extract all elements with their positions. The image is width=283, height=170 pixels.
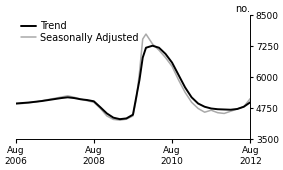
Trend	[53, 98, 56, 100]
Trend	[235, 108, 239, 110]
Line: Trend: Trend	[16, 46, 250, 119]
Trend	[131, 114, 135, 116]
Seasonally Adjusted	[138, 72, 141, 74]
Trend	[72, 97, 76, 99]
Seasonally Adjusted	[177, 79, 180, 81]
Trend	[40, 100, 43, 102]
Trend	[216, 108, 219, 110]
Seasonally Adjusted	[190, 101, 193, 103]
Seasonally Adjusted	[196, 107, 200, 109]
Seasonally Adjusted	[40, 100, 43, 102]
Trend	[92, 100, 96, 102]
Trend	[183, 86, 187, 88]
Seasonally Adjusted	[53, 97, 56, 99]
Trend	[144, 47, 148, 49]
Trend	[105, 112, 109, 114]
Trend	[86, 99, 89, 101]
Seasonally Adjusted	[151, 43, 154, 45]
Seasonally Adjusted	[183, 91, 187, 93]
Trend	[190, 96, 193, 98]
Seasonally Adjusted	[66, 95, 69, 97]
Seasonally Adjusted	[72, 96, 76, 98]
Seasonally Adjusted	[33, 101, 37, 103]
Seasonally Adjusted	[86, 100, 89, 102]
Trend	[157, 47, 161, 49]
Seasonally Adjusted	[157, 49, 161, 51]
Trend	[99, 106, 102, 108]
Seasonally Adjusted	[248, 98, 252, 100]
Seasonally Adjusted	[216, 112, 219, 114]
Seasonally Adjusted	[141, 38, 144, 40]
Trend	[203, 106, 206, 108]
Seasonally Adjusted	[242, 106, 245, 108]
Seasonally Adjusted	[112, 118, 115, 120]
Seasonally Adjusted	[222, 112, 226, 114]
Seasonally Adjusted	[164, 57, 167, 59]
Trend	[164, 53, 167, 55]
Seasonally Adjusted	[118, 119, 122, 121]
Trend	[27, 101, 30, 104]
Trend	[118, 118, 122, 120]
Trend	[248, 101, 252, 103]
Seasonally Adjusted	[209, 109, 213, 111]
Seasonally Adjusted	[99, 107, 102, 109]
Trend	[59, 97, 63, 99]
Trend	[151, 45, 154, 47]
Trend	[209, 107, 213, 109]
Trend	[125, 117, 128, 120]
Seasonally Adjusted	[170, 65, 174, 67]
Seasonally Adjusted	[27, 102, 30, 104]
Trend	[229, 109, 232, 111]
Seasonally Adjusted	[203, 111, 206, 113]
Trend	[177, 74, 180, 76]
Trend	[14, 103, 17, 105]
Trend	[222, 108, 226, 111]
Trend	[138, 79, 141, 81]
Trend	[66, 96, 69, 98]
Trend	[196, 103, 200, 105]
Trend	[141, 57, 144, 59]
Seasonally Adjusted	[125, 118, 128, 120]
Seasonally Adjusted	[20, 103, 24, 105]
Seasonally Adjusted	[79, 98, 82, 100]
Seasonally Adjusted	[92, 101, 96, 103]
Trend	[170, 62, 174, 64]
Legend: Trend, Seasonally Adjusted: Trend, Seasonally Adjusted	[20, 20, 140, 44]
Trend	[242, 106, 245, 108]
Seasonally Adjusted	[134, 99, 138, 101]
Trend	[46, 99, 50, 101]
Line: Seasonally Adjusted: Seasonally Adjusted	[16, 34, 250, 120]
Trend	[79, 98, 82, 100]
Seasonally Adjusted	[46, 99, 50, 101]
Trend	[112, 117, 115, 119]
Seasonally Adjusted	[229, 110, 232, 112]
Seasonally Adjusted	[131, 115, 135, 117]
Seasonally Adjusted	[144, 33, 148, 35]
Seasonally Adjusted	[105, 115, 109, 117]
Seasonally Adjusted	[59, 96, 63, 98]
Text: no.: no.	[235, 4, 250, 14]
Trend	[20, 102, 24, 104]
Seasonally Adjusted	[235, 108, 239, 110]
Seasonally Adjusted	[14, 103, 17, 105]
Trend	[33, 101, 37, 103]
